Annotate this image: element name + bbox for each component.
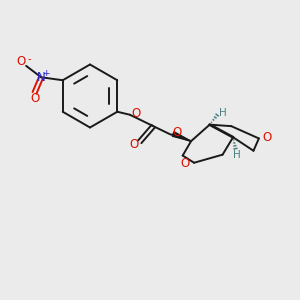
Text: H: H: [233, 150, 241, 160]
Text: N: N: [37, 71, 46, 84]
Text: -: -: [28, 54, 31, 64]
Text: O: O: [172, 126, 181, 139]
Text: O: O: [129, 138, 138, 151]
Text: O: O: [181, 158, 190, 170]
Text: +: +: [42, 69, 50, 78]
Text: O: O: [16, 55, 25, 68]
Polygon shape: [172, 132, 191, 141]
Text: H: H: [219, 108, 226, 118]
Text: O: O: [131, 107, 140, 120]
Text: O: O: [30, 92, 39, 105]
Text: O: O: [262, 131, 271, 144]
